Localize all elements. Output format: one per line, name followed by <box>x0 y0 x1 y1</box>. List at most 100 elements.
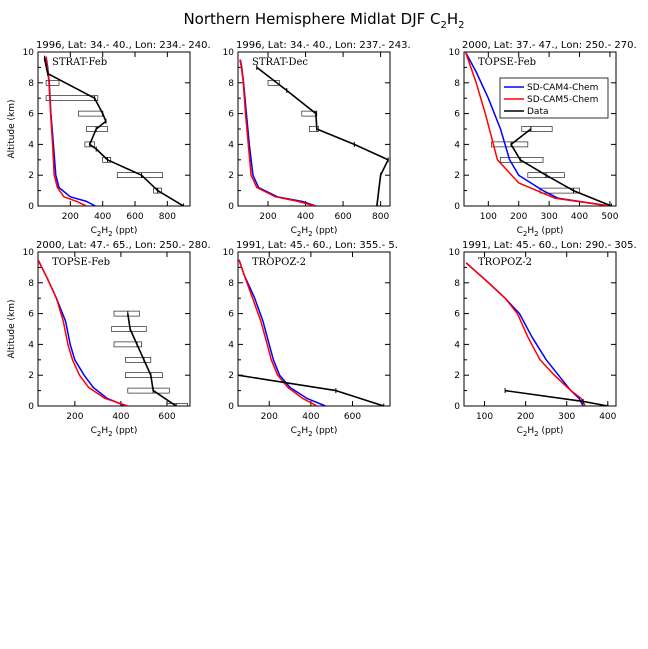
series-line-sd-cam4-chem <box>239 59 317 206</box>
y-tick-label: 8 <box>228 279 234 289</box>
plot-frame <box>237 251 391 407</box>
plot-area <box>43 55 185 206</box>
y-tick-label: 4 <box>228 140 234 150</box>
series-line-data <box>510 128 612 206</box>
series-line-sd-cam4-chem <box>464 52 611 206</box>
error-bar <box>45 80 60 86</box>
y-tick-label: 0 <box>454 402 460 412</box>
error-bar <box>491 141 529 148</box>
error-bar <box>521 126 553 132</box>
error-bar <box>500 157 544 163</box>
error-bar <box>125 372 163 379</box>
x-tick-label: 500 <box>601 212 618 222</box>
plot-frame <box>463 251 617 407</box>
panel-header: 2000, Lat: 47.- 65., Lon: 250.- 280. <box>36 240 211 251</box>
x-tick-label: 200 <box>259 212 276 222</box>
y-tick-label: 4 <box>28 140 34 150</box>
series-line-sd-cam5-chem <box>45 56 87 206</box>
x-tick-label: 800 <box>372 212 389 222</box>
x-tick-label: 200 <box>261 412 278 422</box>
y-axis-label: Altitude (km) <box>7 99 17 158</box>
series-line-sd-cam4-chem <box>38 259 126 406</box>
y-tick-label: 0 <box>228 202 234 212</box>
x-tick-label: 400 <box>571 212 588 222</box>
series-line-data <box>256 66 389 206</box>
series-line-sd-cam5-chem <box>238 259 318 406</box>
y-tick-label: 8 <box>454 79 460 89</box>
x-tick-label: 800 <box>159 212 176 222</box>
panel-header: 1996, Lat: 34.- 40., Lon: 234.- 240. <box>36 40 211 51</box>
plot-frame <box>37 251 191 407</box>
plot-area <box>464 52 612 206</box>
panel-header: 1991, Lat: 45.- 60., Lon: 290.- 305. <box>462 240 637 251</box>
x-tick-label: 300 <box>558 412 575 422</box>
x-tick-label: 200 <box>510 212 527 222</box>
campaign-label: TOPSE-Feb <box>52 257 110 268</box>
series-line-sd-cam4-chem <box>465 262 584 406</box>
y-tick-label: 10 <box>449 248 461 258</box>
panel-3: 2000, Lat: 37.- 47., Lon: 250.- 270. TOPS… <box>449 40 637 238</box>
error-bar <box>301 110 318 117</box>
plot-frame <box>463 51 617 207</box>
x-tick-label: 600 <box>344 412 361 422</box>
x-tick-label: 400 <box>94 212 111 222</box>
series-line-data <box>127 313 177 406</box>
campaign-label: TROPOZ-2 <box>478 257 532 268</box>
y-tick-label: 2 <box>454 371 460 381</box>
plot-area <box>239 59 389 206</box>
x-tick-label: 400 <box>599 412 616 422</box>
x-tick-label: 600 <box>158 412 175 422</box>
y-tick-label: 10 <box>23 248 35 258</box>
panel-header: 2000, Lat: 37.- 47., Lon: 250.- 270. <box>462 40 637 51</box>
y-tick-label: 2 <box>228 171 234 181</box>
series-line-sd-cam5-chem <box>239 59 316 206</box>
x-axis-label: C2H2 (ppt) <box>91 426 138 438</box>
x-tick-label: 200 <box>62 212 79 222</box>
panel-header: 1996, Lat: 34.- 40., Lon: 237.- 243. <box>236 40 411 51</box>
x-axis-label: C2H2 (ppt) <box>291 226 338 238</box>
campaign-label: STRAT-Dec <box>252 57 308 68</box>
error-bar <box>111 326 147 332</box>
error-bar <box>539 187 580 194</box>
series-line-sd-cam5-chem <box>465 262 586 406</box>
error-bar <box>116 172 163 178</box>
y-tick-label: 2 <box>28 371 34 381</box>
error-bar <box>113 341 142 348</box>
legend-label: SD-CAM4-Chem <box>527 83 598 93</box>
y-tick-label: 4 <box>454 340 460 350</box>
panel-5: 1991, Lat: 45.- 60., Lon: 355.- 5. TROPOZ… <box>223 240 398 438</box>
x-tick-label: 100 <box>476 412 493 422</box>
series-line-sd-cam5-chem <box>38 259 129 406</box>
legend: SD-CAM4-Chem SD-CAM5-Chem Data <box>499 77 609 119</box>
y-tick-label: 8 <box>454 279 460 289</box>
y-tick-label: 6 <box>28 110 34 120</box>
error-bar <box>86 126 108 132</box>
y-tick-label: 10 <box>223 48 235 58</box>
plot-frame <box>237 51 391 207</box>
series-line-sd-cam5-chem <box>464 52 611 206</box>
y-tick-label: 6 <box>228 110 234 120</box>
y-tick-label: 6 <box>228 310 234 320</box>
campaign-label: TOPSE-Feb <box>478 57 536 68</box>
series-line-data <box>43 58 184 206</box>
y-tick-label: 2 <box>454 171 460 181</box>
campaign-label: STRAT-Feb <box>52 57 107 68</box>
plot-area <box>465 262 609 406</box>
x-tick-label: 600 <box>334 212 351 222</box>
error-bar <box>125 356 152 363</box>
x-tick-label: 200 <box>517 412 534 422</box>
error-bar <box>127 387 170 394</box>
y-tick-label: 0 <box>28 402 34 412</box>
y-tick-label: 0 <box>28 202 34 212</box>
legend-label: SD-CAM5-Chem <box>527 95 598 105</box>
y-axis-label: Altitude (km) <box>7 299 17 358</box>
plot-frame <box>37 51 191 207</box>
x-tick-label: 400 <box>112 412 129 422</box>
y-tick-label: 10 <box>223 248 235 258</box>
series-line-data <box>504 389 608 406</box>
x-axis-label: C2H2 (ppt) <box>291 426 338 438</box>
panel-header: 1991, Lat: 45.- 60., Lon: 355.- 5. <box>236 240 398 251</box>
panel-6: 1991, Lat: 45.- 60., Lon: 290.- 305. TROP… <box>449 240 637 438</box>
x-tick-label: 600 <box>126 212 143 222</box>
